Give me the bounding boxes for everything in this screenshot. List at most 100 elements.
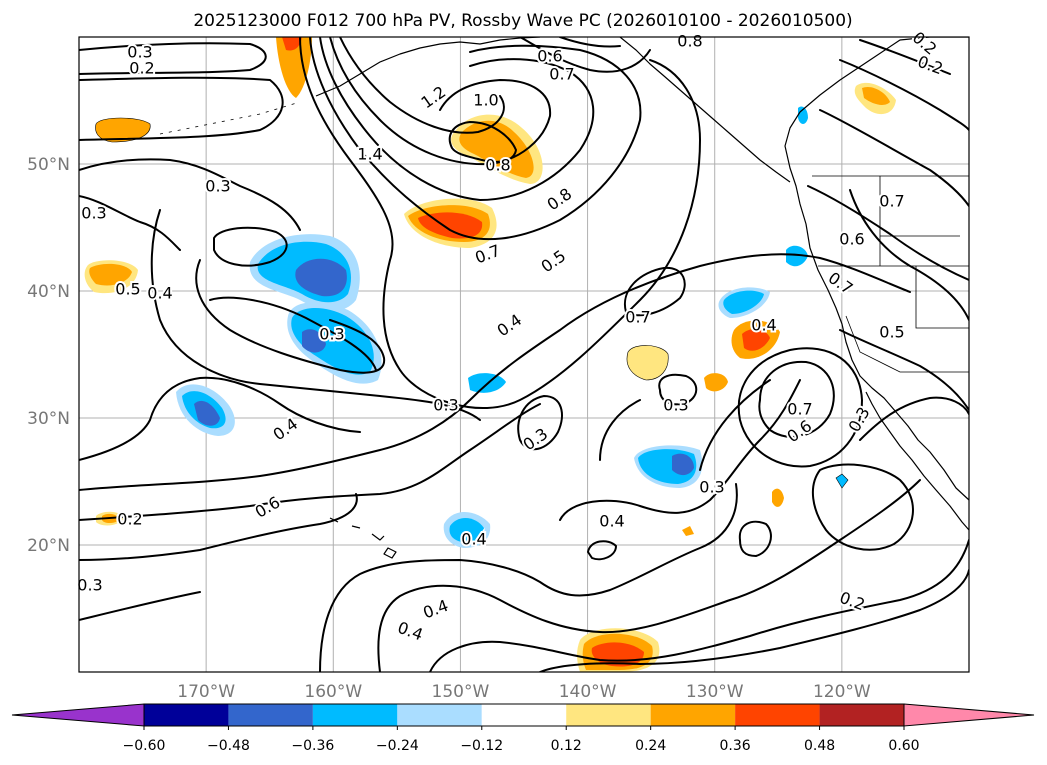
longitude-label: 140°W — [559, 682, 617, 702]
contour-line — [79, 403, 541, 521]
aleutian-islands — [159, 101, 301, 135]
negative-anomaly-region — [291, 307, 374, 375]
colorbar-tick-label: 0.48 — [804, 738, 835, 754]
contour-line — [587, 540, 617, 561]
positive-anomaly-region — [704, 373, 728, 392]
contour-label: 0.6 — [839, 230, 864, 249]
longitude-labels: 170°W 160°W 150°W 140°W 130°W 120°W — [177, 682, 871, 702]
colorbar-tick-label: −0.36 — [291, 738, 334, 754]
contour-line — [758, 360, 835, 438]
positive-anomaly-region — [626, 345, 669, 381]
contour-label: 0.7 — [625, 308, 650, 327]
contour-label: 0.8 — [677, 32, 702, 51]
contour-label: 0.3 — [205, 177, 230, 196]
contour-line — [79, 591, 201, 621]
contour-line — [448, 121, 517, 163]
contour-line — [195, 259, 386, 374]
contour-line — [699, 379, 771, 471]
colorbar-tick-label: −0.24 — [376, 738, 419, 754]
contour-line — [213, 226, 288, 267]
contour-line — [309, 37, 642, 241]
colorbar-tick-label: 0.12 — [551, 738, 582, 754]
positive-anomaly-region — [459, 120, 534, 178]
colorbar-tick-label: 0.36 — [720, 738, 751, 754]
positive-anomaly-region — [95, 117, 151, 143]
contour-line — [79, 158, 301, 231]
contour-line — [299, 37, 701, 409]
latitude-label: 20°N — [27, 536, 70, 556]
colorbar: −0.60 −0.48 −0.36 −0.24 −0.12 0.12 0.24 0.36 0.4… — [11, 703, 1035, 754]
contour-line — [209, 296, 377, 371]
coastline-alaska — [315, 37, 541, 97]
negative-anomaly-region — [194, 400, 220, 426]
map-frame — [78, 36, 970, 673]
map-panel: 0.30.20.60.70.81.2 1.01.40.80.3 0.80.70.30… — [75, 26, 970, 673]
contour-label: 0.8 — [485, 156, 510, 175]
state-borders — [812, 175, 969, 373]
contour-line — [839, 329, 969, 411]
longitude-label: 170°W — [177, 682, 235, 702]
contour-label: 0.3 — [319, 325, 344, 344]
contour-label: 0.3 — [77, 576, 102, 595]
negative-anomaly-region — [302, 329, 326, 353]
contour-line — [807, 185, 969, 281]
contour-label: 0.3 — [81, 204, 106, 223]
longitude-label: 160°W — [304, 682, 362, 702]
colorbar-frame — [143, 703, 905, 727]
positive-anomaly-region — [772, 488, 784, 507]
negative-anomaly-region — [835, 473, 849, 489]
coastline-north-america — [784, 37, 969, 501]
colorbar-segment — [144, 704, 229, 726]
contour-label: 0.4 — [147, 284, 172, 303]
colorbar-segment — [481, 704, 567, 726]
latitude-label: 40°N — [27, 282, 70, 302]
contour-line — [79, 376, 361, 461]
contour-line — [819, 109, 969, 207]
positive-anomaly-region — [276, 37, 312, 98]
latitude-label: 50°N — [27, 155, 70, 175]
contour-label: 0.4 — [461, 530, 486, 549]
contour-label: 1.4 — [357, 145, 382, 164]
contour-line — [859, 39, 951, 75]
contour-label: 0.2 — [117, 510, 142, 529]
colorbar-tick-label: −0.60 — [123, 738, 166, 754]
contour-label: 0.3 — [663, 396, 688, 415]
negative-anomaly-region — [723, 290, 764, 314]
negative-anomaly-region — [786, 245, 808, 267]
contour-line — [737, 347, 863, 468]
colorbar-segment — [312, 704, 398, 726]
longitude-label: 130°W — [686, 682, 744, 702]
contour-label: 0.5 — [879, 323, 904, 342]
contour-line — [79, 493, 358, 561]
longitude-label: 120°W — [813, 682, 871, 702]
contour-line — [79, 76, 284, 141]
contour-line — [150, 209, 481, 421]
negative-anomaly-region — [449, 517, 484, 543]
contour-label: 0.6 — [537, 47, 562, 66]
positive-anomaly-region — [282, 37, 302, 51]
colorbar-segment — [735, 704, 820, 726]
chart-title: 2025123000 F012 700 hPa PV, Rossby Wave … — [193, 11, 852, 31]
contour-line — [429, 539, 969, 672]
contour-line — [519, 37, 651, 73]
colorbar-extend-low — [11, 703, 145, 727]
contour-line — [79, 195, 181, 251]
contour-line — [517, 395, 563, 451]
colorbar-segment — [819, 704, 904, 726]
contour-line — [377, 479, 921, 672]
contour-label: 0.7 — [549, 65, 574, 84]
contour-line — [79, 253, 911, 491]
contour-label: 0.3 — [433, 396, 458, 415]
colorbar-segment — [566, 704, 651, 726]
positive-anomaly-region — [742, 329, 770, 351]
colorbar-tick-label: 0.24 — [635, 738, 666, 754]
coastline-baja-california — [865, 391, 969, 531]
contour-line — [658, 373, 698, 406]
contour-label: 0.5 — [115, 280, 140, 299]
contour-line — [319, 37, 595, 201]
coastline-british-columbia — [619, 37, 791, 183]
latitude-labels: 50°N 40°N 30°N 20°N — [27, 155, 70, 556]
colorbar-tick-label: 0.60 — [888, 738, 919, 754]
colorbar-segment — [397, 704, 482, 726]
